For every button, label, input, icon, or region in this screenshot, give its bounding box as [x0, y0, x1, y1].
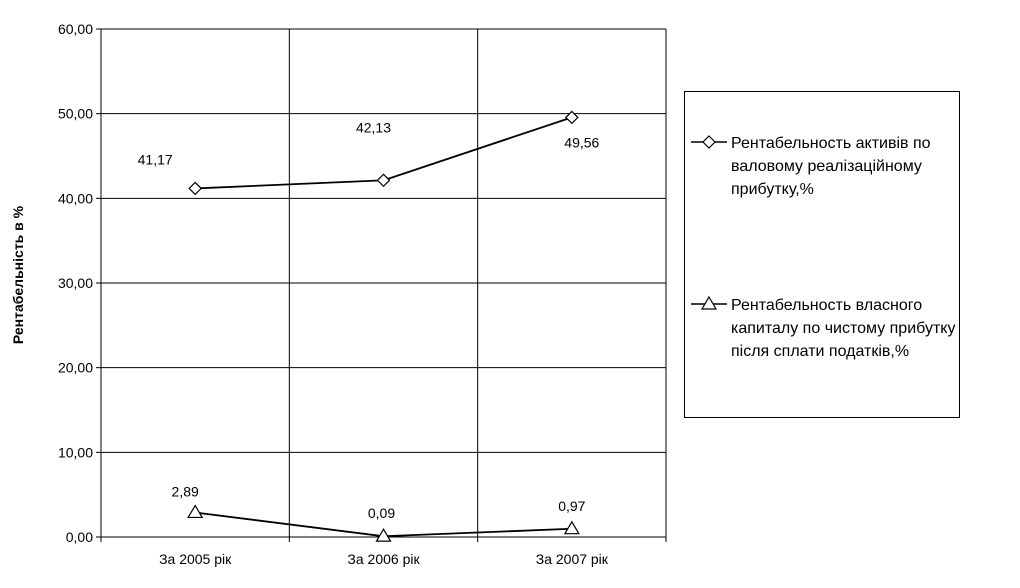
gridlines [101, 28, 667, 538]
y-tick-label: 20,00 [58, 360, 93, 376]
x-tick-label: За 2006 рік [347, 551, 420, 567]
diamond-point [188, 181, 203, 196]
y-tick-label: 10,00 [58, 444, 93, 460]
diamond-marker-icon [691, 135, 727, 149]
triangle-marker-icon [691, 295, 727, 310]
y-tick-labels: 0,00 10,00 20,00 30,00 40,00 50,00 60,00 [58, 21, 93, 545]
data-label: 49,56 [564, 134, 599, 150]
x-tick-labels: За 2005 рік За 2006 рік За 2007 рік [159, 551, 609, 567]
x-tick-label: За 2007 рік [536, 551, 609, 567]
data-label: 42,13 [356, 119, 391, 135]
legend: Рентабельность активів по валовому реалі… [684, 91, 960, 418]
series [187, 110, 580, 542]
data-label: 0,09 [368, 505, 395, 521]
y-axis-title: Рентабельність в % [10, 205, 26, 344]
axes [96, 28, 667, 542]
triangle-point [187, 504, 204, 519]
data-label: 2,89 [172, 484, 199, 500]
x-tick-label: За 2005 рік [159, 551, 232, 567]
triangle-point [563, 520, 580, 535]
legend-label-assets-return: Рентабельность активів по валовому реалі… [731, 135, 931, 198]
y-tick-label: 60,00 [58, 21, 93, 37]
data-labels: 41,17 42,13 49,56 2,89 0,09 0,97 [138, 119, 600, 521]
y-tick-label: 30,00 [58, 275, 93, 291]
legend-label-equity-return: Рентабельность власного капиталу по чист… [731, 297, 956, 360]
y-tick-label: 50,00 [58, 106, 93, 122]
diamond-point [376, 173, 391, 188]
triangle-point [375, 528, 392, 542]
diamond-point [564, 110, 579, 125]
y-tick-label: 40,00 [58, 190, 93, 206]
data-label: 0,97 [558, 498, 585, 514]
data-label: 41,17 [138, 151, 173, 167]
y-tick-label: 0,00 [66, 529, 93, 545]
